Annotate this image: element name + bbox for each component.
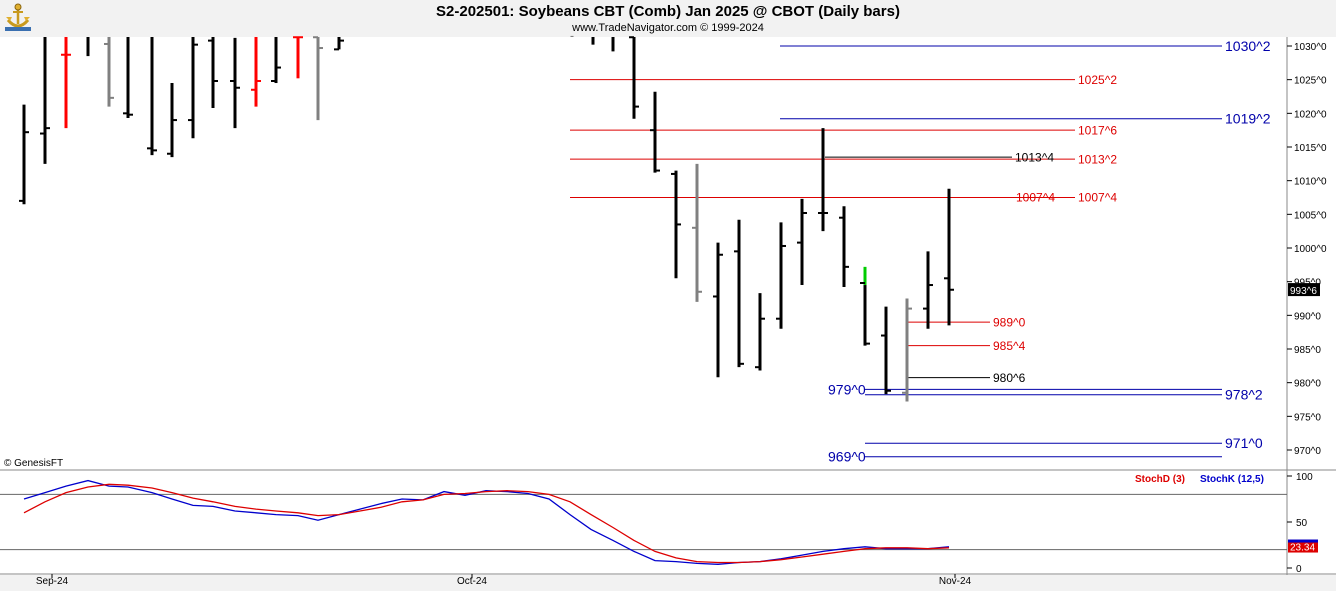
ohlc-bar	[650, 91, 660, 173]
stoch-legend-label: StochK (12,5)	[1200, 474, 1264, 485]
date-axis: Sep-24 Oct-24 Nov-24	[36, 574, 972, 587]
ohlc-bar	[251, 37, 261, 107]
ohlc-bar	[881, 306, 891, 395]
ohlc-bar	[818, 128, 828, 232]
chart-frame	[0, 37, 1336, 591]
price-tick-label: 1030^0	[1294, 42, 1327, 53]
price-tick-label: 1015^0	[1294, 143, 1327, 154]
level-label: 1025^2	[1078, 73, 1117, 87]
stoch-series-line	[23, 479, 950, 565]
price-tick-label: 985^0	[1294, 345, 1321, 356]
stoch-series-line	[23, 483, 950, 564]
price-tick-label: 990^0	[1294, 311, 1321, 322]
ohlc-bar	[208, 37, 218, 108]
ohlc-bar	[230, 37, 240, 129]
level-label: 1007^4	[1078, 191, 1117, 205]
level-label: 980^6	[993, 371, 1026, 385]
price-tick-label: 1020^0	[1294, 109, 1327, 120]
ohlc-bar	[734, 219, 744, 368]
level-label: 1030^2	[1225, 38, 1271, 54]
ohlc-bar	[629, 36, 639, 119]
chart-title: S2-202501: Soybeans CBT (Comb) Jan 2025 …	[436, 3, 900, 20]
price-tick-label: 1005^0	[1294, 210, 1327, 221]
ohlc-bar	[271, 37, 281, 84]
ohlc-bar	[167, 83, 177, 158]
stoch-last-marker	[1288, 539, 1318, 553]
price-tick-label: 1000^0	[1294, 244, 1327, 255]
level-label: 1013^2	[1078, 152, 1117, 166]
ohlc-bar	[293, 36, 303, 79]
ohlc-bar	[671, 170, 681, 279]
price-tick-label: 970^0	[1294, 446, 1321, 457]
stoch-tick-label: 50	[1296, 518, 1308, 529]
ohlc-bar	[40, 37, 50, 164]
genesis-watermark: © GenesisFT	[4, 458, 64, 469]
ohlc-bar	[839, 206, 849, 288]
price-tick-label: 980^0	[1294, 379, 1321, 390]
stoch-last-marker-top	[1288, 539, 1318, 543]
ohlc-bar	[776, 222, 786, 329]
genesis-logo-icon	[2, 2, 34, 34]
price-tick-label: 1010^0	[1294, 177, 1327, 188]
stoch-legend-label: StochD (3)	[1135, 474, 1185, 485]
level-label: 989^0	[993, 315, 1026, 329]
date-axis-background	[0, 575, 1336, 591]
level-label: 1017^6	[1078, 123, 1117, 137]
ohlc-bar	[334, 37, 344, 51]
level-label: 971^0	[1225, 435, 1263, 451]
last-price-label: 993^6	[1290, 286, 1317, 297]
stoch-tick-label: 0	[1296, 564, 1302, 575]
level-label: 979^0	[828, 381, 866, 397]
ohlc-bar	[902, 298, 912, 402]
ohlc-bar	[797, 198, 807, 286]
last-price-marker	[1288, 283, 1320, 297]
date-tick-label: Oct-24	[457, 576, 487, 587]
ohlc-bar	[61, 37, 71, 129]
chart-header: S2-202501: Soybeans CBT (Comb) Jan 2025 …	[0, 0, 1336, 37]
ohlc-bar	[147, 37, 157, 156]
date-tick-label: Nov-24	[939, 576, 972, 587]
level-label: 969^0	[828, 449, 866, 465]
ohlc-bar	[923, 251, 933, 329]
ohlc-bar	[104, 37, 114, 107]
ohlc-bar	[944, 188, 954, 326]
price-bars	[19, 35, 954, 402]
ohlc-bar	[313, 36, 323, 121]
ohlc-bar	[188, 37, 198, 139]
ohlc-bar	[713, 242, 723, 378]
ohlc-bar	[755, 293, 765, 371]
level-label: 1019^2	[1225, 111, 1271, 127]
stochastic-panel: StochD (3) StochK (12,5) 100 50 0 23.34	[0, 472, 1318, 575]
price-tick-label: 975^0	[1294, 412, 1321, 423]
ohlc-bar	[123, 37, 133, 119]
ohlc-bar	[860, 266, 870, 346]
level-label: 1007^4	[1016, 191, 1055, 205]
ohlc-bar	[19, 104, 29, 205]
level-label: 1013^4	[1015, 150, 1054, 164]
price-axis: 1030^0 1025^0 1020^0 1015^0 1010^0 1005^0 1000…	[1287, 42, 1327, 457]
stoch-tick-label: 100	[1296, 472, 1313, 483]
axis-background	[1287, 37, 1336, 591]
price-tick-label: 1025^0	[1294, 76, 1327, 87]
copyright-text: www.TradeNavigator.com © 1999-2024	[572, 22, 764, 34]
stoch-last-label: 23.34	[1290, 543, 1315, 554]
ohlc-bar	[692, 163, 702, 302]
level-label: 978^2	[1225, 387, 1263, 403]
level-label: 985^4	[993, 339, 1026, 353]
date-tick-label: Sep-24	[36, 576, 69, 587]
